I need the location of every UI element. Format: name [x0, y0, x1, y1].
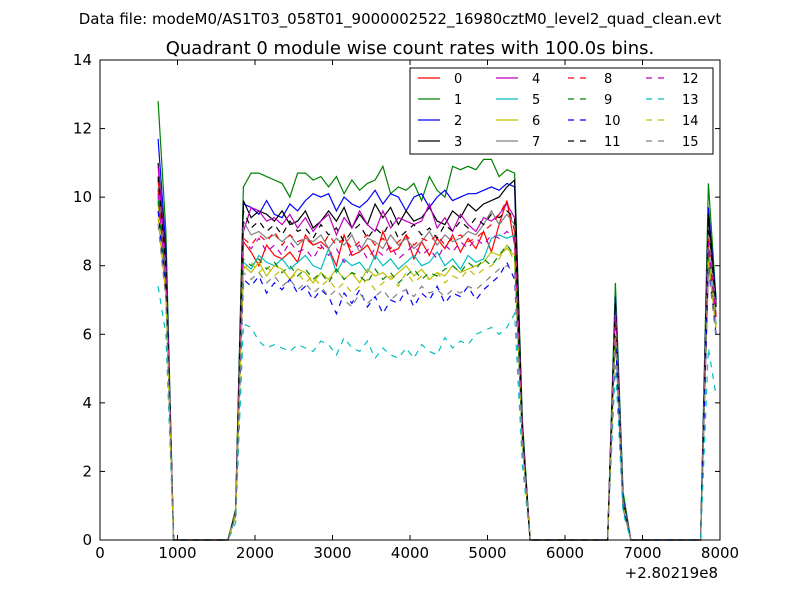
x-tick-label: 7000: [623, 544, 661, 562]
legend-label-7: 7: [532, 135, 540, 150]
x-tick-label: 1000: [158, 544, 196, 562]
y-tick-label: 14: [73, 51, 92, 69]
legend-label-1: 1: [454, 93, 462, 108]
series-line-15: [157, 224, 717, 541]
x-axis-offset-label: +2.80219e8: [625, 564, 718, 582]
y-tick-label: 6: [82, 325, 92, 343]
x-tick-label: 6000: [546, 544, 584, 562]
legend-label-3: 3: [454, 135, 462, 150]
x-tick-label: 5000: [468, 544, 506, 562]
series-line-2: [157, 138, 717, 541]
legend-label-13: 13: [682, 93, 699, 108]
y-tick-label: 4: [82, 394, 92, 412]
series-line-3: [157, 162, 717, 541]
y-tick-label: 2: [82, 462, 92, 480]
x-tick-label: 2000: [236, 544, 274, 562]
x-axis: 0 1000 2000 3000 4000 5000 6000 7000 8000: [95, 60, 739, 562]
y-tick-label: 8: [82, 257, 92, 275]
legend-label-0: 0: [454, 72, 462, 87]
legend-label-5: 5: [532, 93, 540, 108]
chart-title: Quadrant 0 module wise count rates with …: [166, 38, 655, 59]
legend-label-14: 14: [682, 114, 699, 129]
x-tick-label: 4000: [391, 544, 429, 562]
series-line-12: [157, 193, 717, 541]
series-line-14: [157, 217, 717, 541]
x-tick-label: 8000: [701, 544, 739, 562]
x-tick-label: 0: [95, 544, 105, 562]
legend-label-15: 15: [682, 135, 699, 150]
series-line-11: [157, 176, 717, 541]
legend-label-12: 12: [682, 72, 699, 87]
y-tick-label: 0: [82, 531, 92, 549]
y-tick-label: 10: [73, 188, 92, 206]
legend-label-6: 6: [532, 114, 540, 129]
y-tick-label: 12: [73, 120, 92, 138]
legend-label-11: 11: [604, 135, 621, 150]
legend-label-2: 2: [454, 114, 462, 129]
legend-label-8: 8: [604, 72, 612, 87]
plot-lines: [157, 101, 717, 541]
legend-label-9: 9: [604, 93, 612, 108]
x-tick-label: 3000: [313, 544, 351, 562]
legend-label-10: 10: [604, 114, 621, 129]
legend-label-4: 4: [532, 72, 540, 87]
figure-suptitle: Data file: modeM0/AS1T03_058T01_90000025…: [79, 10, 722, 29]
legend-box: [409, 67, 714, 155]
